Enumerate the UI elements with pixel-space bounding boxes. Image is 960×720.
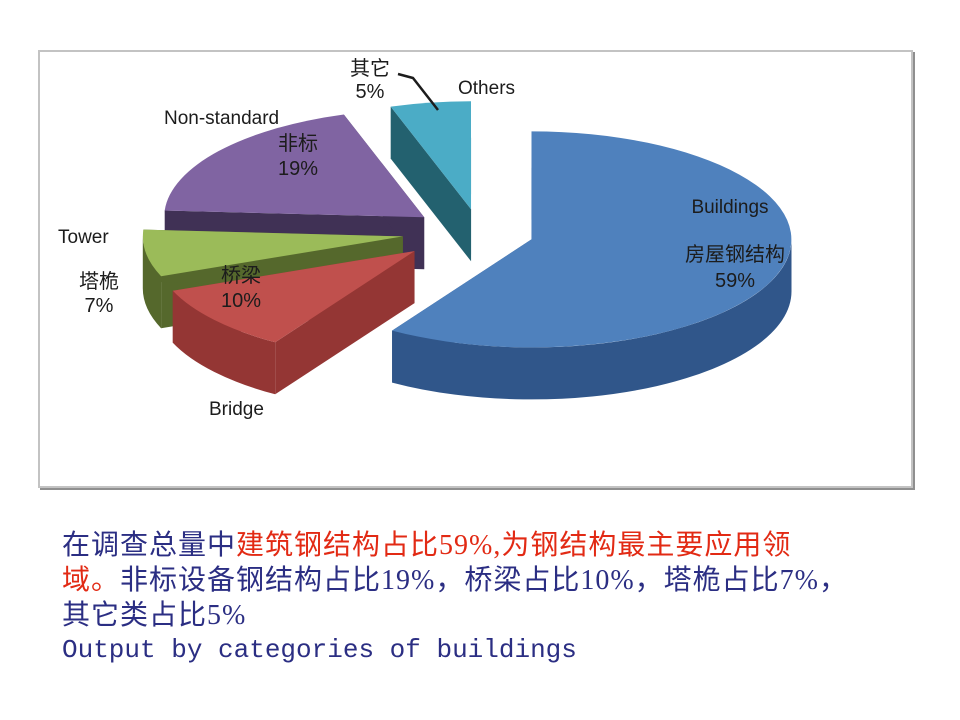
- label-bridge-pct: 10%: [220, 290, 262, 312]
- label-others-pct: 5%: [355, 81, 385, 103]
- label-buildings-zh: 房屋钢结构 59%: [655, 242, 815, 294]
- label-buildings-pct: 59%: [714, 270, 756, 292]
- label-nonstandard-pct: 19%: [277, 158, 319, 180]
- label-buildings-en: Buildings: [691, 197, 769, 218]
- pie-slice-others: [390, 101, 472, 262]
- label-tower-zh-name: 塔桅: [79, 271, 119, 293]
- label-nonstandard-zh: 非标 19%: [256, 132, 340, 182]
- pie-slice-bridge: [172, 251, 415, 395]
- caption-line2-red: 域。: [62, 565, 121, 596]
- label-bridge-zh: 桥梁 10%: [203, 264, 279, 314]
- leader-line-others: [397, 72, 439, 111]
- caption-line-3: 其它类占比5%: [62, 598, 932, 633]
- label-tower-en: Tower: [58, 227, 109, 248]
- label-buildings-zh-name: 房屋钢结构: [685, 244, 785, 266]
- label-others-zh: 其它 5%: [338, 58, 402, 104]
- caption-line3-navy: 其它类占比5%: [62, 600, 247, 631]
- label-others-zh-name: 其它: [350, 58, 390, 80]
- label-nonstandard-en: Non-standard: [164, 108, 280, 129]
- caption-line-2: 域。非标设备钢结构占比19%，桥梁占比10%，塔桅占比7%，: [62, 563, 932, 598]
- label-others-en: Others: [458, 78, 516, 99]
- label-nonstandard-zh-name: 非标: [278, 133, 318, 155]
- caption-line-1: 在调查总量中建筑钢结构占比59%,为钢结构最主要应用领: [62, 528, 932, 563]
- caption-line4-navy: Output by categories of buildings: [62, 635, 577, 665]
- caption-line2-navy: 非标设备钢结构占比19%，桥梁占比10%，塔桅占比7%，: [120, 565, 848, 596]
- label-tower-zh: 塔桅 7%: [64, 270, 134, 318]
- caption-block: 在调查总量中建筑钢结构占比59%,为钢结构最主要应用领 域。非标设备钢结构占比1…: [62, 528, 932, 668]
- pie-slice-buildings: [392, 131, 792, 400]
- caption-line1-red: 建筑钢结构占比59%,为钢结构最主要应用领: [236, 530, 792, 561]
- caption-line1-navy: 在调查总量中: [62, 530, 237, 561]
- pie-slices: [142, 101, 792, 400]
- label-bridge-en: Bridge: [209, 399, 264, 420]
- label-tower-pct: 7%: [84, 295, 114, 317]
- caption-line-4: Output by categories of buildings: [62, 633, 932, 668]
- label-bridge-zh-name: 桥梁: [221, 265, 261, 287]
